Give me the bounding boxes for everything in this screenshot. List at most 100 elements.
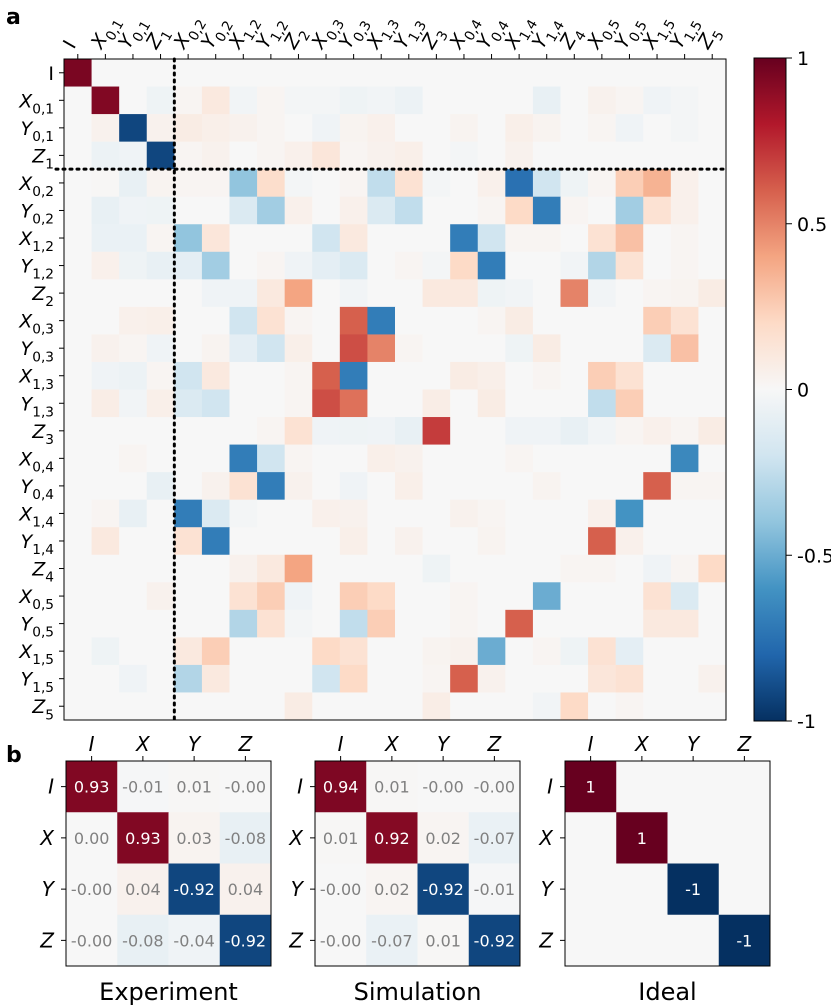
heatmap-cell	[417, 761, 470, 813]
heatmap-cell	[146, 499, 175, 528]
heatmap-cell	[64, 444, 92, 473]
heatmap-cell	[312, 169, 341, 198]
heatmap-cell	[477, 251, 506, 280]
heatmap-cell	[119, 306, 148, 335]
row-label: Y1,3	[21, 393, 54, 420]
heatmap-cell	[339, 279, 368, 308]
heatmap-cell	[64, 251, 92, 280]
heatmap-cell	[64, 279, 92, 308]
heatmap-cell	[505, 114, 534, 143]
heatmap-cell	[339, 169, 368, 198]
heatmap-cell	[257, 527, 286, 556]
heatmap-cell	[588, 417, 617, 445]
heatmap-cell	[468, 863, 521, 916]
heatmap-cell	[64, 389, 92, 418]
heatmap-cell	[395, 637, 423, 666]
heatmap-cell	[91, 444, 120, 473]
heatmap-cell	[422, 637, 451, 666]
heatmap-cell	[339, 141, 368, 170]
panel-title: Simulation	[354, 978, 482, 1005]
heatmap-cell	[560, 334, 589, 363]
heatmap-cell	[505, 499, 534, 528]
heatmap-cell	[422, 196, 451, 225]
heatmap-cell	[174, 527, 203, 556]
col-label: Z	[238, 732, 254, 756]
heatmap-cell	[588, 609, 617, 638]
heatmap-cell	[698, 196, 727, 225]
heatmap-cell	[174, 306, 203, 335]
heatmap-cell	[643, 389, 672, 418]
heatmap-cell	[422, 169, 451, 198]
row-label: Y1,2	[21, 256, 54, 283]
heatmap-cell	[146, 306, 175, 335]
heatmap-cell	[670, 444, 699, 473]
cell-value: 0.01	[323, 829, 359, 848]
heatmap-cell	[174, 224, 203, 253]
heatmap-cell	[146, 417, 175, 445]
heatmap-cell	[422, 279, 451, 308]
row-label: Y	[541, 877, 555, 901]
heatmap-cell	[257, 361, 286, 390]
heatmap-cell	[643, 444, 672, 473]
heatmap-cell	[643, 361, 672, 390]
heatmap-cell	[312, 637, 341, 666]
heatmap-frame	[65, 760, 272, 967]
row-label: X1,5	[18, 641, 54, 668]
heatmap-cell	[168, 812, 221, 864]
heatmap-cell	[201, 664, 230, 693]
heatmap-cell	[146, 251, 175, 280]
heatmap-cell	[643, 279, 672, 308]
heatmap-cell	[616, 812, 668, 864]
heatmap-cell	[643, 637, 672, 666]
heatmap-cell	[450, 637, 479, 666]
heatmap-cell	[91, 554, 120, 583]
heatmap-cell	[168, 863, 221, 916]
row-label: Z5	[31, 696, 54, 723]
heatmap-cell	[422, 417, 451, 445]
heatmap-cell	[119, 417, 148, 445]
heatmap-cell	[64, 472, 92, 501]
heatmap-cell	[257, 306, 286, 335]
heatmap-cell	[560, 169, 589, 198]
heatmap-cell	[395, 279, 423, 308]
heatmap-cell	[91, 279, 120, 308]
heatmap-cell	[422, 554, 451, 583]
heatmap-cell	[450, 692, 479, 721]
heatmap-cell	[588, 664, 617, 693]
heatmap-cell	[615, 554, 644, 583]
heatmap-cell	[174, 389, 203, 418]
heatmap-cell	[615, 472, 644, 501]
heatmap-cell	[367, 609, 396, 638]
heatmap-cell	[615, 361, 644, 390]
heatmap-cell	[146, 361, 175, 390]
heatmap-cell	[201, 361, 230, 390]
heatmap-cell	[367, 114, 396, 143]
row-label: X0,4	[18, 448, 54, 475]
heatmap-cell	[367, 169, 396, 198]
heatmap-cell	[670, 169, 699, 198]
heatmap-cell	[667, 914, 720, 967]
heatmap-cell	[395, 224, 423, 253]
heatmap-cell	[395, 169, 423, 198]
heatmap-cell	[670, 609, 699, 638]
col-label: I	[338, 732, 344, 756]
heatmap-cell	[339, 527, 368, 556]
heatmap-cell	[505, 169, 534, 198]
heatmap-cell	[588, 472, 617, 501]
heatmap-cell	[643, 664, 672, 693]
heatmap-cell	[698, 444, 727, 473]
heatmap-cell	[670, 499, 699, 528]
heatmap-cell	[588, 637, 617, 666]
heatmap-cell	[422, 609, 451, 638]
row-label: Z	[288, 928, 304, 952]
heatmap-cell	[367, 499, 396, 528]
heatmap-cell	[229, 334, 258, 363]
heatmap-cell	[339, 609, 368, 638]
heatmap-cell	[312, 306, 341, 335]
heatmap-cell	[588, 279, 617, 308]
heatmap-cell	[146, 196, 175, 225]
heatmap-cell	[670, 417, 699, 445]
cell-value: 0.93	[125, 829, 161, 848]
heatmap-cell	[229, 527, 258, 556]
heatmap-cell	[91, 609, 120, 638]
